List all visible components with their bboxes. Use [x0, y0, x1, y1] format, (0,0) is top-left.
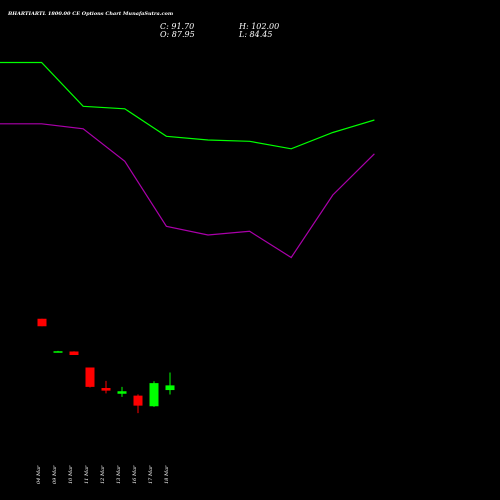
x-tick-label: 18 Mar	[164, 465, 170, 484]
x-tick-label: 10 Mar	[68, 465, 74, 484]
x-tick-label: 04 Mar	[36, 465, 42, 484]
candle-body	[133, 395, 143, 406]
candle-body	[117, 391, 127, 394]
candle-body	[69, 351, 79, 355]
open-value: O: 87.95	[160, 30, 195, 39]
candle-body	[149, 383, 159, 407]
x-tick-label: 12 Mar	[100, 465, 106, 484]
chart-title: BHARTIARTL 1800.00 CE Options Chart Muna…	[8, 11, 174, 17]
x-tick-label: 16 Mar	[132, 465, 138, 484]
candle-body	[53, 351, 63, 353]
band-line-2	[0, 123, 375, 259]
x-tick-label: 13 Mar	[116, 465, 122, 484]
candlesticks	[37, 318, 175, 414]
candle-body	[101, 388, 111, 391]
x-tick-label: 11 Mar	[84, 465, 90, 484]
candle-body	[37, 318, 47, 327]
x-axis-labels: 04 Mar 09 Mar 10 Mar 11 Mar 12 Mar 13 Mar 16 M…	[36, 465, 170, 484]
indicator-bands	[0, 61, 375, 259]
high-value: H: 102.00	[239, 22, 280, 31]
x-tick-label: 17 Mar	[148, 465, 154, 484]
close-value: C: 91.70	[160, 22, 195, 31]
candle-body	[85, 367, 95, 387]
low-value: L: 84.45	[239, 30, 273, 39]
candle-body	[165, 385, 175, 391]
band-line-1	[0, 61, 375, 150]
x-tick-label: 09 Mar	[52, 465, 58, 484]
